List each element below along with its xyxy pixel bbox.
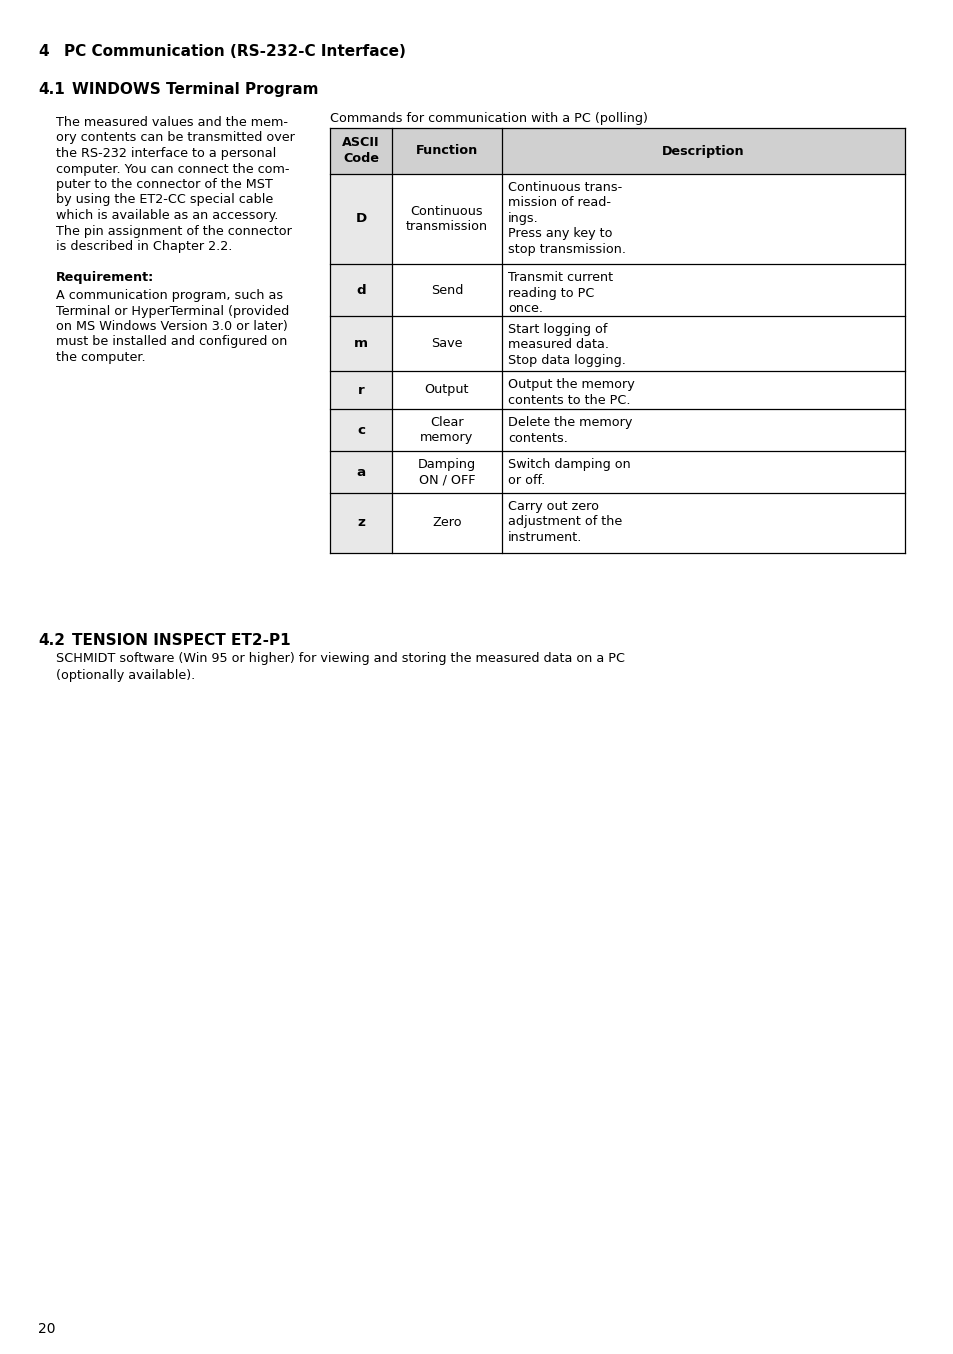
Text: SCHMIDT software (Win 95 or higher) for viewing and storing the measured data on: SCHMIDT software (Win 95 or higher) for … — [56, 653, 624, 665]
Text: Send: Send — [431, 283, 463, 297]
Text: 4.2: 4.2 — [38, 634, 65, 649]
Text: contents.: contents. — [507, 432, 567, 444]
Text: A communication program, such as: A communication program, such as — [56, 288, 283, 302]
Text: reading to PC: reading to PC — [507, 287, 594, 299]
Text: PC Communication (RS-232-C Interface): PC Communication (RS-232-C Interface) — [64, 43, 405, 60]
Text: Continuous: Continuous — [410, 204, 483, 218]
Text: must be installed and configured on: must be installed and configured on — [56, 336, 287, 348]
Text: TENSION INSPECT ET2-P1: TENSION INSPECT ET2-P1 — [71, 634, 291, 649]
Text: Clear: Clear — [430, 416, 463, 429]
Bar — [330, 129, 904, 175]
Text: d: d — [355, 283, 365, 297]
Text: 4.1: 4.1 — [38, 83, 65, 97]
Text: c: c — [356, 424, 365, 436]
Text: measured data.: measured data. — [507, 338, 608, 352]
Text: is described in Chapter 2.2.: is described in Chapter 2.2. — [56, 240, 233, 253]
Text: Delete the memory: Delete the memory — [507, 416, 632, 429]
Text: instrument.: instrument. — [507, 531, 581, 544]
Bar — [330, 175, 392, 552]
Text: 20: 20 — [38, 1322, 55, 1336]
Text: computer. You can connect the com-: computer. You can connect the com- — [56, 162, 289, 176]
Text: mission of read-: mission of read- — [507, 196, 610, 210]
Text: Commands for communication with a PC (polling): Commands for communication with a PC (po… — [330, 112, 647, 125]
Text: WINDOWS Terminal Program: WINDOWS Terminal Program — [71, 83, 318, 97]
Text: on MS Windows Version 3.0 or later): on MS Windows Version 3.0 or later) — [56, 320, 288, 333]
Text: Switch damping on: Switch damping on — [507, 458, 630, 471]
Text: Carry out zero: Carry out zero — [507, 500, 598, 513]
Text: by using the ET2-CC special cable: by using the ET2-CC special cable — [56, 194, 273, 207]
Text: contents to the PC.: contents to the PC. — [507, 394, 630, 406]
Text: once.: once. — [507, 302, 542, 315]
Text: The measured values and the mem-: The measured values and the mem- — [56, 116, 288, 129]
Text: memory: memory — [420, 432, 473, 444]
Text: m: m — [354, 337, 368, 349]
Text: The pin assignment of the connector: The pin assignment of the connector — [56, 225, 292, 237]
Text: the RS-232 interface to a personal: the RS-232 interface to a personal — [56, 148, 276, 160]
Text: r: r — [357, 383, 364, 397]
Text: ory contents can be transmitted over: ory contents can be transmitted over — [56, 131, 294, 145]
Text: adjustment of the: adjustment of the — [507, 516, 621, 528]
Text: or off.: or off. — [507, 474, 545, 486]
Text: ings.: ings. — [507, 213, 538, 225]
Text: ON / OFF: ON / OFF — [418, 474, 475, 486]
Text: Terminal or HyperTerminal (provided: Terminal or HyperTerminal (provided — [56, 305, 289, 317]
Text: Press any key to: Press any key to — [507, 227, 612, 241]
Text: a: a — [356, 466, 365, 478]
Text: (optionally available).: (optionally available). — [56, 669, 195, 681]
Text: Transmit current: Transmit current — [507, 271, 613, 284]
Text: Function: Function — [416, 145, 477, 157]
Text: D: D — [355, 213, 366, 226]
Text: puter to the connector of the MST: puter to the connector of the MST — [56, 177, 273, 191]
Text: Continuous trans-: Continuous trans- — [507, 181, 621, 194]
Text: Description: Description — [661, 145, 744, 157]
Text: Stop data logging.: Stop data logging. — [507, 353, 625, 367]
Text: Start logging of: Start logging of — [507, 324, 607, 336]
Text: ASCII
Code: ASCII Code — [342, 137, 379, 165]
Text: 4: 4 — [38, 43, 49, 60]
Text: Output: Output — [424, 383, 469, 397]
Text: Zero: Zero — [432, 516, 461, 529]
Text: transmission: transmission — [406, 221, 488, 233]
Text: the computer.: the computer. — [56, 351, 146, 364]
Text: which is available as an accessory.: which is available as an accessory. — [56, 209, 278, 222]
Text: stop transmission.: stop transmission. — [507, 242, 625, 256]
Text: Save: Save — [431, 337, 462, 349]
Text: Damping: Damping — [417, 458, 476, 471]
Text: Output the memory: Output the memory — [507, 378, 634, 391]
Text: Requirement:: Requirement: — [56, 272, 154, 284]
Text: z: z — [356, 516, 365, 529]
